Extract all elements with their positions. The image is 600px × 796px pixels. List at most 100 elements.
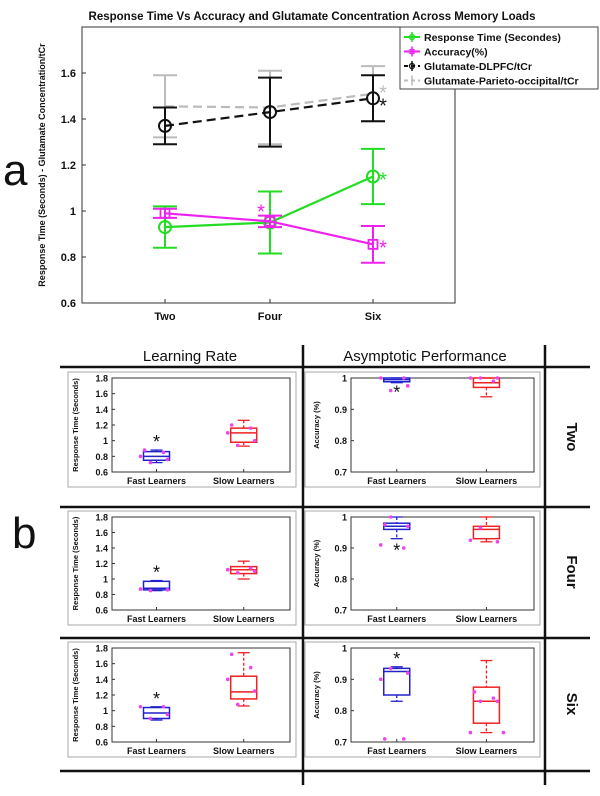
significance-star-accuracy-six: * [379,237,387,259]
y-tick-label-1: 1 [70,206,76,218]
significance-star-response-time-secondes-six: * [379,170,387,192]
box-panel-rt-two-y-tick-label-1-4: 1.4 [95,405,108,415]
box-panel-rt-two-y-tick-label-1-2: 1.2 [95,421,108,431]
box-panel-rt-six-y-tick-label-0-6: 0.6 [95,738,108,748]
box-panel-rt-two-fast-learners-point-1 [165,457,170,462]
y-tick-label-0-6: 0.6 [61,298,76,310]
box-panel-rt-two-fast-learners-point-0 [148,460,153,465]
box-panel-acc-four-fast-learners-point-0 [388,515,393,519]
legend-entry-response-time-secondes: Response Time (Secondes) [424,32,561,44]
box-panel-acc-two-fast-learners-point-1 [405,384,410,388]
x-tick-label-six: Six [365,311,382,323]
legend-entry-glutamate-parieto-occipital-tcr: Glutamate-Parieto-occipital/tCr [424,76,579,88]
box-panel-acc-six-slow-learners-point-2 [468,730,473,735]
box-panel-acc-four-slow-learners-iqr [472,525,501,540]
box-panel-acc-two-fast-learners-point-0 [388,388,393,393]
box-panel-acc-four-significance-star: * [393,541,400,561]
box-panel-acc-four-frame [304,510,541,626]
box-panel-rt-six-y-tick-label-1-2: 1.2 [95,691,108,701]
box-panel-acc-six-y-tick-label-0-9: 0.9 [334,675,347,685]
box-panel-rt-four-slow-learners-box [225,560,258,580]
box-panel-acc-six-axes-box [350,647,535,743]
box-panel-acc-two-fast-learners-point-2 [378,376,383,380]
point-glutamate-dlpfc-tcr-two [158,118,172,133]
box-panel-acc-two-slow-learners-point-3 [491,379,496,383]
box-panel-acc-two-significance-star: * [393,383,400,403]
box-panel-acc-six-frame [304,641,541,758]
box-panel-rt-two-slow-learners-point-2 [225,431,230,435]
box-panel-rt-four-y-tick-label-0-6: 0.6 [95,606,108,616]
box-panel-rt-four: 0.6 0.8 1 1.2 1.4 1.6 1.8 Response Time (Second… [67,510,297,626]
box-panel-rt-six-ylabel: Response Time (Seconds) [71,648,80,742]
box-panel-acc-four-fast-learners-box [378,515,411,550]
box-panel-acc-six-slow-learners-iqr [472,686,501,724]
box-panel-rt-four-y-tick-label-1-8: 1.8 [95,513,108,523]
box-panel-rt-two-y-tick-label-0-6: 0.6 [95,468,108,478]
point-glutamate-dlpfc-tcr-six [366,91,380,106]
box-panel-acc-six-slow-learners-point-1 [495,699,500,704]
box-panel-rt-six-y-tick-label-1-8: 1.8 [95,644,108,654]
box-panel-acc-four-ylabel: Accuracy (%) [312,539,321,587]
y-tick-label-1-6: 1.6 [61,68,76,80]
box-panel-acc-four-x-tick-label-fast-learners: Fast Learners [367,614,426,624]
box-panel-rt-four-slow-learners-point-1 [252,569,257,574]
box-panel-acc-four-y-tick-label-0-7: 0.7 [334,606,347,616]
box-panel-acc-two-axes-box [350,377,535,473]
chart-b: 0.6 0.8 1 1.2 1.4 1.6 1.8 Response Time (Second… [67,371,541,758]
box-panel-acc-four: 0.7 0.8 0.9 1 Accuracy (%) Fast Learners Slow … [304,510,541,626]
box-panel-rt-six-significance-star: * [153,689,160,709]
significance-star-glutamate-parieto-occipital-tcr-six: * [379,83,387,105]
box-panel-rt-six-slow-learners-iqr [229,675,258,700]
legend-marker-response-time-secondes [408,33,416,41]
legend-marker-accuracy [409,48,415,55]
box-panel-rt-four-slow-learners-point-3 [248,566,253,570]
box-panel-acc-four-slow-learners-point-2 [468,538,473,543]
legend-marker-glutamate-dlpfc-tcr [408,62,416,70]
box-panel-acc-six-slow-learners-point-4 [472,690,477,694]
box-panel-rt-four-y-tick-label-1-4: 1.4 [95,544,108,554]
box-panel-acc-two-frame [304,371,541,488]
box-panel-acc-six-fast-learners-point-1 [405,671,410,675]
point-response-time-secondes-six [366,169,380,184]
significance-star-accuracy-four: * [257,201,265,223]
box-panel-acc-two-fast-learners-point-3 [401,376,406,380]
y-tick-label-1-4: 1.4 [61,114,77,126]
x-tick-label-four: Four [258,311,283,323]
box-panel-rt-four-slow-learners-point-2 [225,567,230,572]
box-panel-acc-four-fast-learners-point-2 [378,543,383,547]
box-panel-acc-four-slow-learners-point-1 [495,540,500,544]
box-panel-rt-two-y-tick-label-1-6: 1.6 [95,389,108,399]
chart-a-axes-box [81,26,456,304]
point-accuracy-two [159,207,171,219]
box-panel-rt-two-slow-learners-point-4 [229,423,234,427]
point-glutamate-dlpfc-tcr-four [263,105,277,120]
series-accuracy: ** [153,201,387,264]
box-panel-rt-two-fast-learners-box [138,448,171,465]
box-panel-acc-six-slow-learners-point-5 [501,730,506,735]
box-panel-acc-four-slow-learners-point-0 [478,526,483,530]
box-panel-rt-six-frame [67,641,297,758]
box-panel-acc-six: 0.7 0.8 0.9 1 Accuracy (%) Fast Learners Slow … [304,641,541,758]
box-panel-rt-six: 0.6 0.8 1 1.2 1.4 1.6 1.8 Response Time (Second… [67,641,297,758]
box-panel-rt-two-y-tick-label-1-8: 1.8 [95,374,108,384]
box-panel-rt-six-y-tick-label-1-4: 1.4 [95,675,108,685]
box-panel-rt-two-significance-star: * [153,432,160,452]
series-response-time-secondes: * [153,147,387,255]
box-panel-rt-four-frame [67,510,297,626]
box-panel-rt-two-y-tick-label-0-8: 0.8 [95,452,108,462]
box-panel-rt-four-y-tick-label-1-2: 1.2 [95,559,108,569]
row-label-two: Two [563,423,580,452]
box-panel-acc-two-x-tick-label-fast-learners: Fast Learners [367,476,426,486]
box-panel-rt-six-fast-learners-point-1 [165,712,170,717]
box-panel-rt-six-slow-learners-point-3 [248,665,253,670]
box-panel-rt-six-y-tick-label-1-6: 1.6 [95,659,108,669]
box-panel-rt-two-slow-learners-point-3 [248,426,253,430]
box-panel-acc-six-slow-learners-point-3 [491,696,496,700]
box-panel-acc-four-x-tick-label-slow-learners: Slow Learners [456,614,518,624]
chart-a-title: Response Time Vs Accuracy and Glutamate … [89,11,536,23]
box-panel-acc-six-y-tick-label-0-7: 0.7 [334,738,347,748]
row-label-four: Four [563,555,580,588]
box-panel-rt-four-fast-learners-point-2 [138,587,143,591]
box-panel-acc-two-slow-learners-point-0 [478,376,483,380]
